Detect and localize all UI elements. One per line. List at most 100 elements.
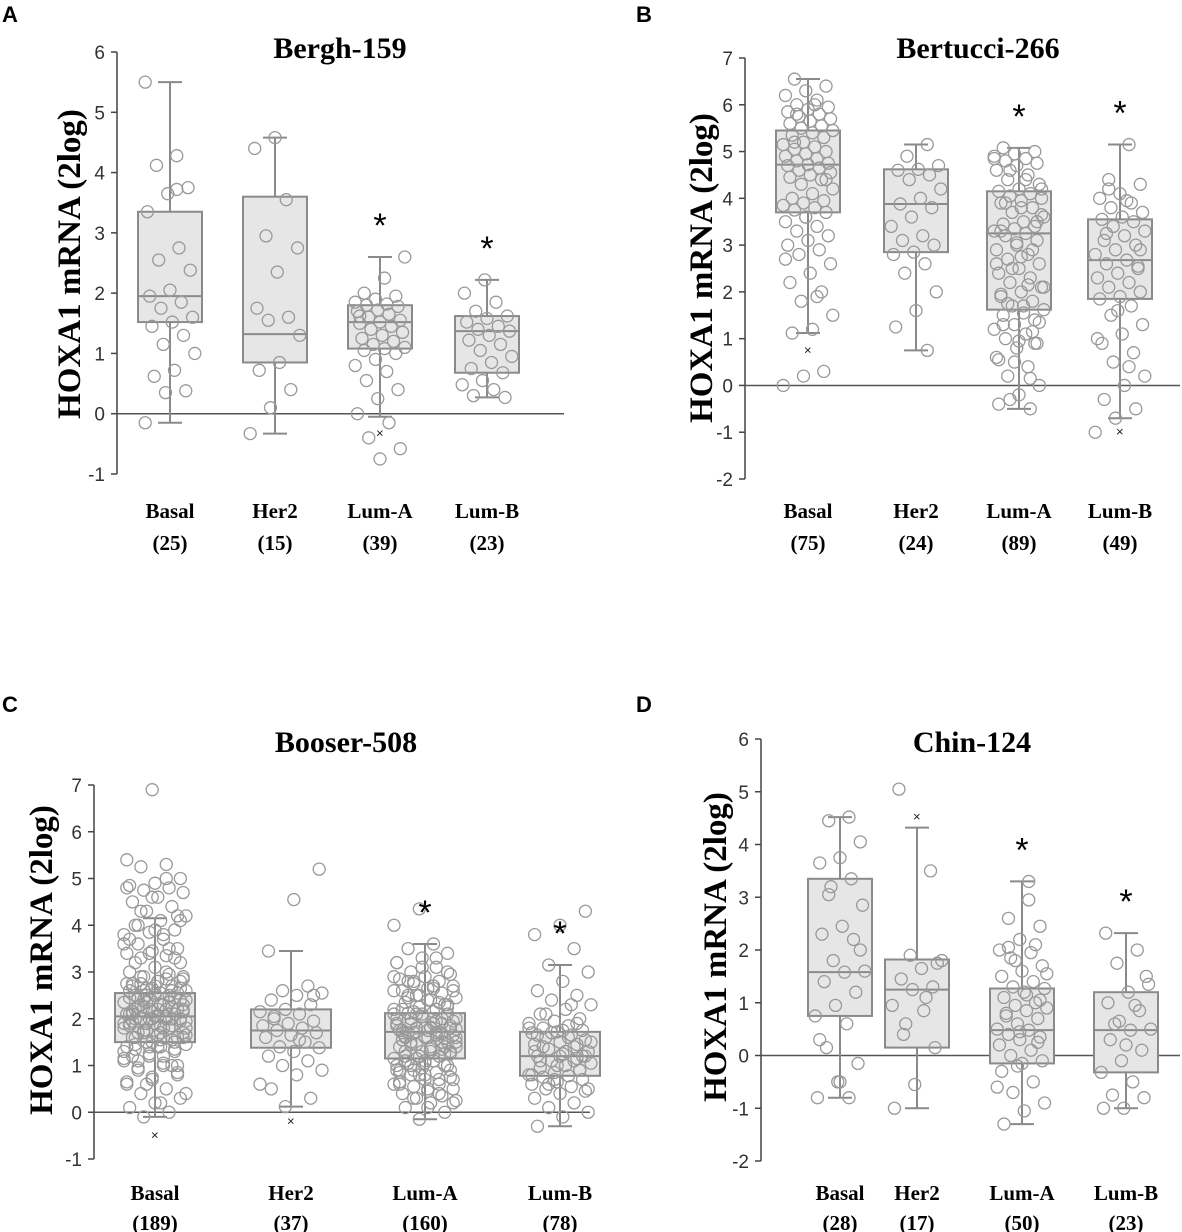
data-point	[493, 337, 508, 352]
data-point	[823, 257, 838, 271]
outlier-marker: ×	[1116, 424, 1124, 439]
data-point	[407, 1079, 421, 1094]
data-point	[153, 913, 168, 928]
data-point	[1104, 308, 1118, 322]
data-point	[1014, 250, 1028, 264]
data-point	[1103, 1033, 1117, 1047]
data-point	[395, 1086, 410, 1101]
y-tick-label: -1	[88, 465, 105, 486]
count-label: (17)	[900, 1211, 935, 1232]
data-point	[138, 416, 152, 430]
data-point	[145, 319, 159, 333]
panel-letter: B	[636, 2, 652, 27]
data-point	[833, 1075, 847, 1089]
data-point	[350, 407, 365, 421]
data-point	[287, 1044, 301, 1059]
data-point	[122, 984, 137, 998]
y-tick-label: 4	[71, 916, 82, 937]
data-point	[165, 899, 179, 914]
data-point	[542, 958, 556, 972]
data-point	[134, 904, 148, 918]
data-point	[173, 993, 188, 1007]
data-point	[165, 1058, 179, 1073]
data-point	[426, 937, 441, 951]
data-point	[1037, 303, 1051, 317]
data-point	[395, 1026, 410, 1040]
data-point	[137, 1110, 151, 1124]
data-point	[261, 313, 275, 327]
data-point	[1122, 137, 1136, 152]
data-point	[1128, 998, 1142, 1013]
data-point	[920, 137, 934, 152]
data-point	[1035, 959, 1049, 973]
significance-star: *	[1113, 95, 1126, 133]
data-point	[168, 1035, 182, 1049]
data-point	[796, 369, 811, 383]
data-point	[407, 1005, 421, 1019]
data-point	[156, 337, 170, 352]
data-point	[530, 1119, 545, 1133]
data-point	[1135, 317, 1150, 332]
panel-b: B Bertucci-266 HOXA1 mRNA (2log) -2 -1 0 1 2 3 4 5…	[636, 2, 1180, 555]
data-point	[824, 880, 838, 894]
data-point	[398, 1054, 412, 1068]
data-point	[995, 1064, 1009, 1078]
data-point	[1019, 172, 1033, 187]
data-point	[173, 871, 188, 886]
data-point	[1135, 205, 1150, 220]
data-point	[1141, 977, 1156, 991]
data-point	[1037, 210, 1051, 224]
count-label: (24)	[899, 531, 934, 555]
data-point	[366, 337, 380, 352]
data-point	[120, 881, 134, 895]
data-point	[500, 309, 514, 323]
data-point	[826, 182, 840, 196]
data-point	[567, 1096, 581, 1110]
count-label: (75)	[791, 531, 826, 555]
data-point	[398, 1029, 412, 1044]
data-point	[1102, 280, 1116, 294]
data-point	[885, 998, 899, 1013]
data-point	[891, 163, 905, 177]
data-point	[889, 320, 903, 334]
data-point	[301, 1054, 315, 1068]
data-point	[293, 328, 307, 342]
data-point	[778, 252, 793, 266]
data-point	[853, 943, 867, 957]
y-tick-label: 0	[71, 1103, 82, 1124]
data-point	[1003, 189, 1017, 203]
data-point	[142, 946, 157, 960]
data-point	[1135, 1043, 1149, 1057]
data-point	[808, 1009, 822, 1023]
data-point	[987, 224, 1001, 238]
significance-star: *	[373, 207, 386, 245]
y-tick-label: 7	[722, 49, 733, 70]
data-point	[409, 1091, 424, 1105]
y-tick-label: 2	[71, 1010, 82, 1031]
data-point	[909, 303, 923, 318]
data-point	[138, 75, 152, 89]
data-point	[898, 266, 912, 280]
data-point	[382, 416, 396, 430]
data-point	[176, 328, 191, 342]
data-point	[387, 1007, 401, 1021]
y-tick-label: 2	[738, 941, 749, 962]
data-point	[813, 1033, 827, 1047]
data-point	[547, 1014, 562, 1028]
category-label: Her2	[893, 499, 938, 523]
data-point	[306, 988, 321, 1003]
data-point	[409, 1025, 424, 1039]
data-point	[1129, 402, 1143, 416]
data-point	[1010, 158, 1024, 173]
data-point	[1037, 280, 1051, 294]
data-point	[264, 1082, 278, 1096]
data-point	[926, 980, 940, 994]
data-point	[398, 1100, 412, 1115]
data-point	[1129, 238, 1143, 252]
data-point	[1022, 1023, 1036, 1037]
data-point	[992, 353, 1006, 367]
data-point	[1013, 1025, 1027, 1039]
data-point	[134, 998, 148, 1012]
data-point	[923, 864, 938, 878]
data-point	[1003, 392, 1017, 407]
